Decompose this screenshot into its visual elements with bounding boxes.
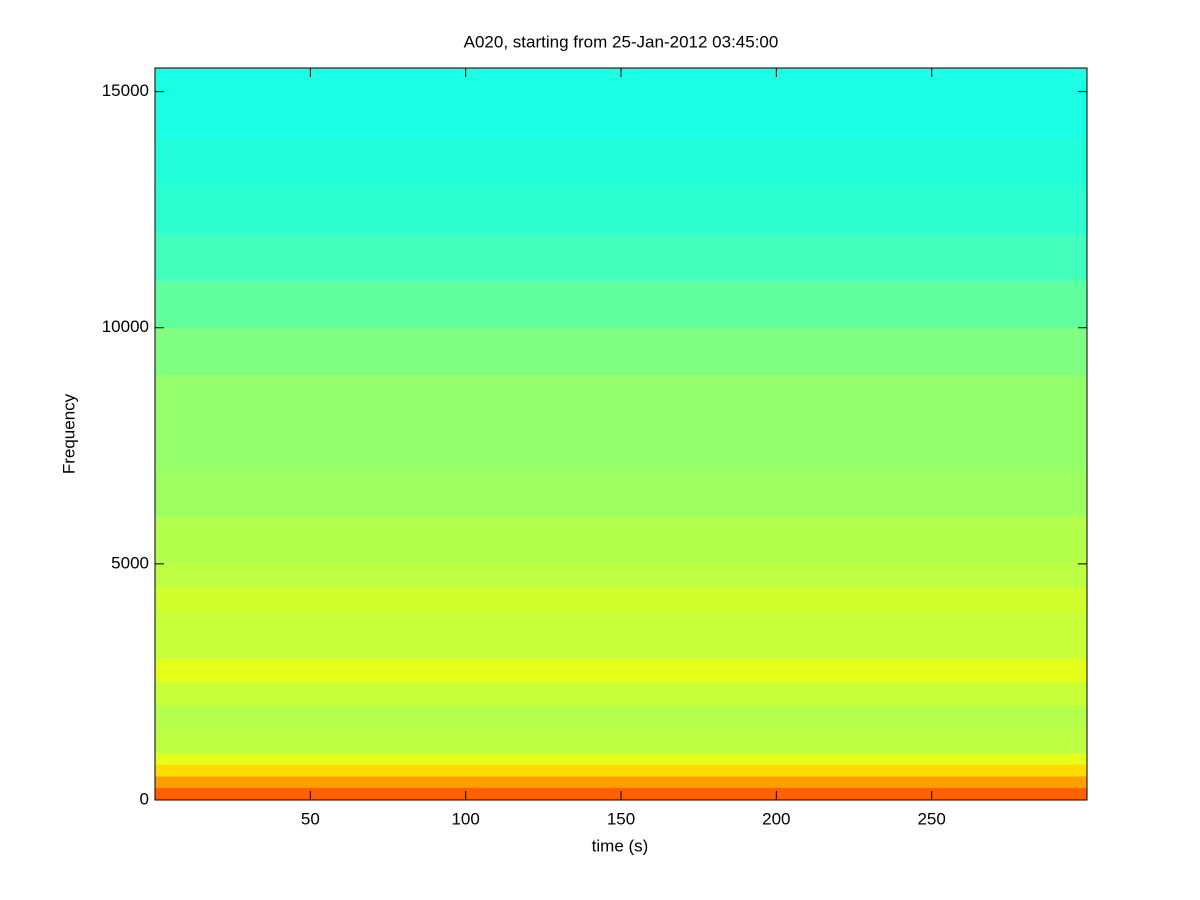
x-tick-label: 250 bbox=[917, 809, 945, 828]
spectrogram-band bbox=[155, 764, 1087, 777]
spectrogram-band bbox=[155, 658, 1087, 682]
x-tick-label: 200 bbox=[762, 809, 790, 828]
spectrogram-band bbox=[155, 563, 1087, 588]
y-tick-label: 0 bbox=[140, 789, 149, 808]
spectrogram-band bbox=[155, 705, 1087, 730]
spectrogram-band bbox=[155, 422, 1087, 470]
x-tick-label: 50 bbox=[301, 809, 320, 828]
spectrogram-band bbox=[155, 233, 1087, 281]
x-tick-label: 100 bbox=[451, 809, 479, 828]
spectrogram-band bbox=[155, 587, 1087, 612]
spectrogram-band bbox=[155, 280, 1087, 328]
spectrogram-band bbox=[155, 729, 1087, 753]
spectrogram-band bbox=[155, 516, 1087, 564]
spectrogram-band bbox=[155, 327, 1087, 375]
y-tick-label: 15000 bbox=[102, 81, 149, 100]
spectrogram-band bbox=[155, 634, 1087, 659]
spectrogram-band bbox=[155, 681, 1087, 706]
chart-title: A020, starting from 25-Jan-2012 03:45:00 bbox=[464, 32, 779, 51]
spectrogram-band bbox=[155, 469, 1087, 517]
x-tick-label: 150 bbox=[607, 809, 635, 828]
spectrogram-band bbox=[155, 374, 1087, 423]
spectrogram-band bbox=[155, 138, 1087, 187]
y-axis-label: Frequency bbox=[59, 393, 78, 474]
spectrogram-band bbox=[155, 776, 1087, 789]
spectrogram-band bbox=[155, 186, 1087, 234]
spectrogram-band bbox=[155, 752, 1087, 765]
spectrogram-band bbox=[155, 611, 1087, 635]
x-axis-label: time (s) bbox=[592, 836, 649, 855]
y-tick-label: 5000 bbox=[111, 553, 149, 572]
spectrogram-band bbox=[155, 68, 1087, 139]
y-tick-label: 10000 bbox=[102, 317, 149, 336]
